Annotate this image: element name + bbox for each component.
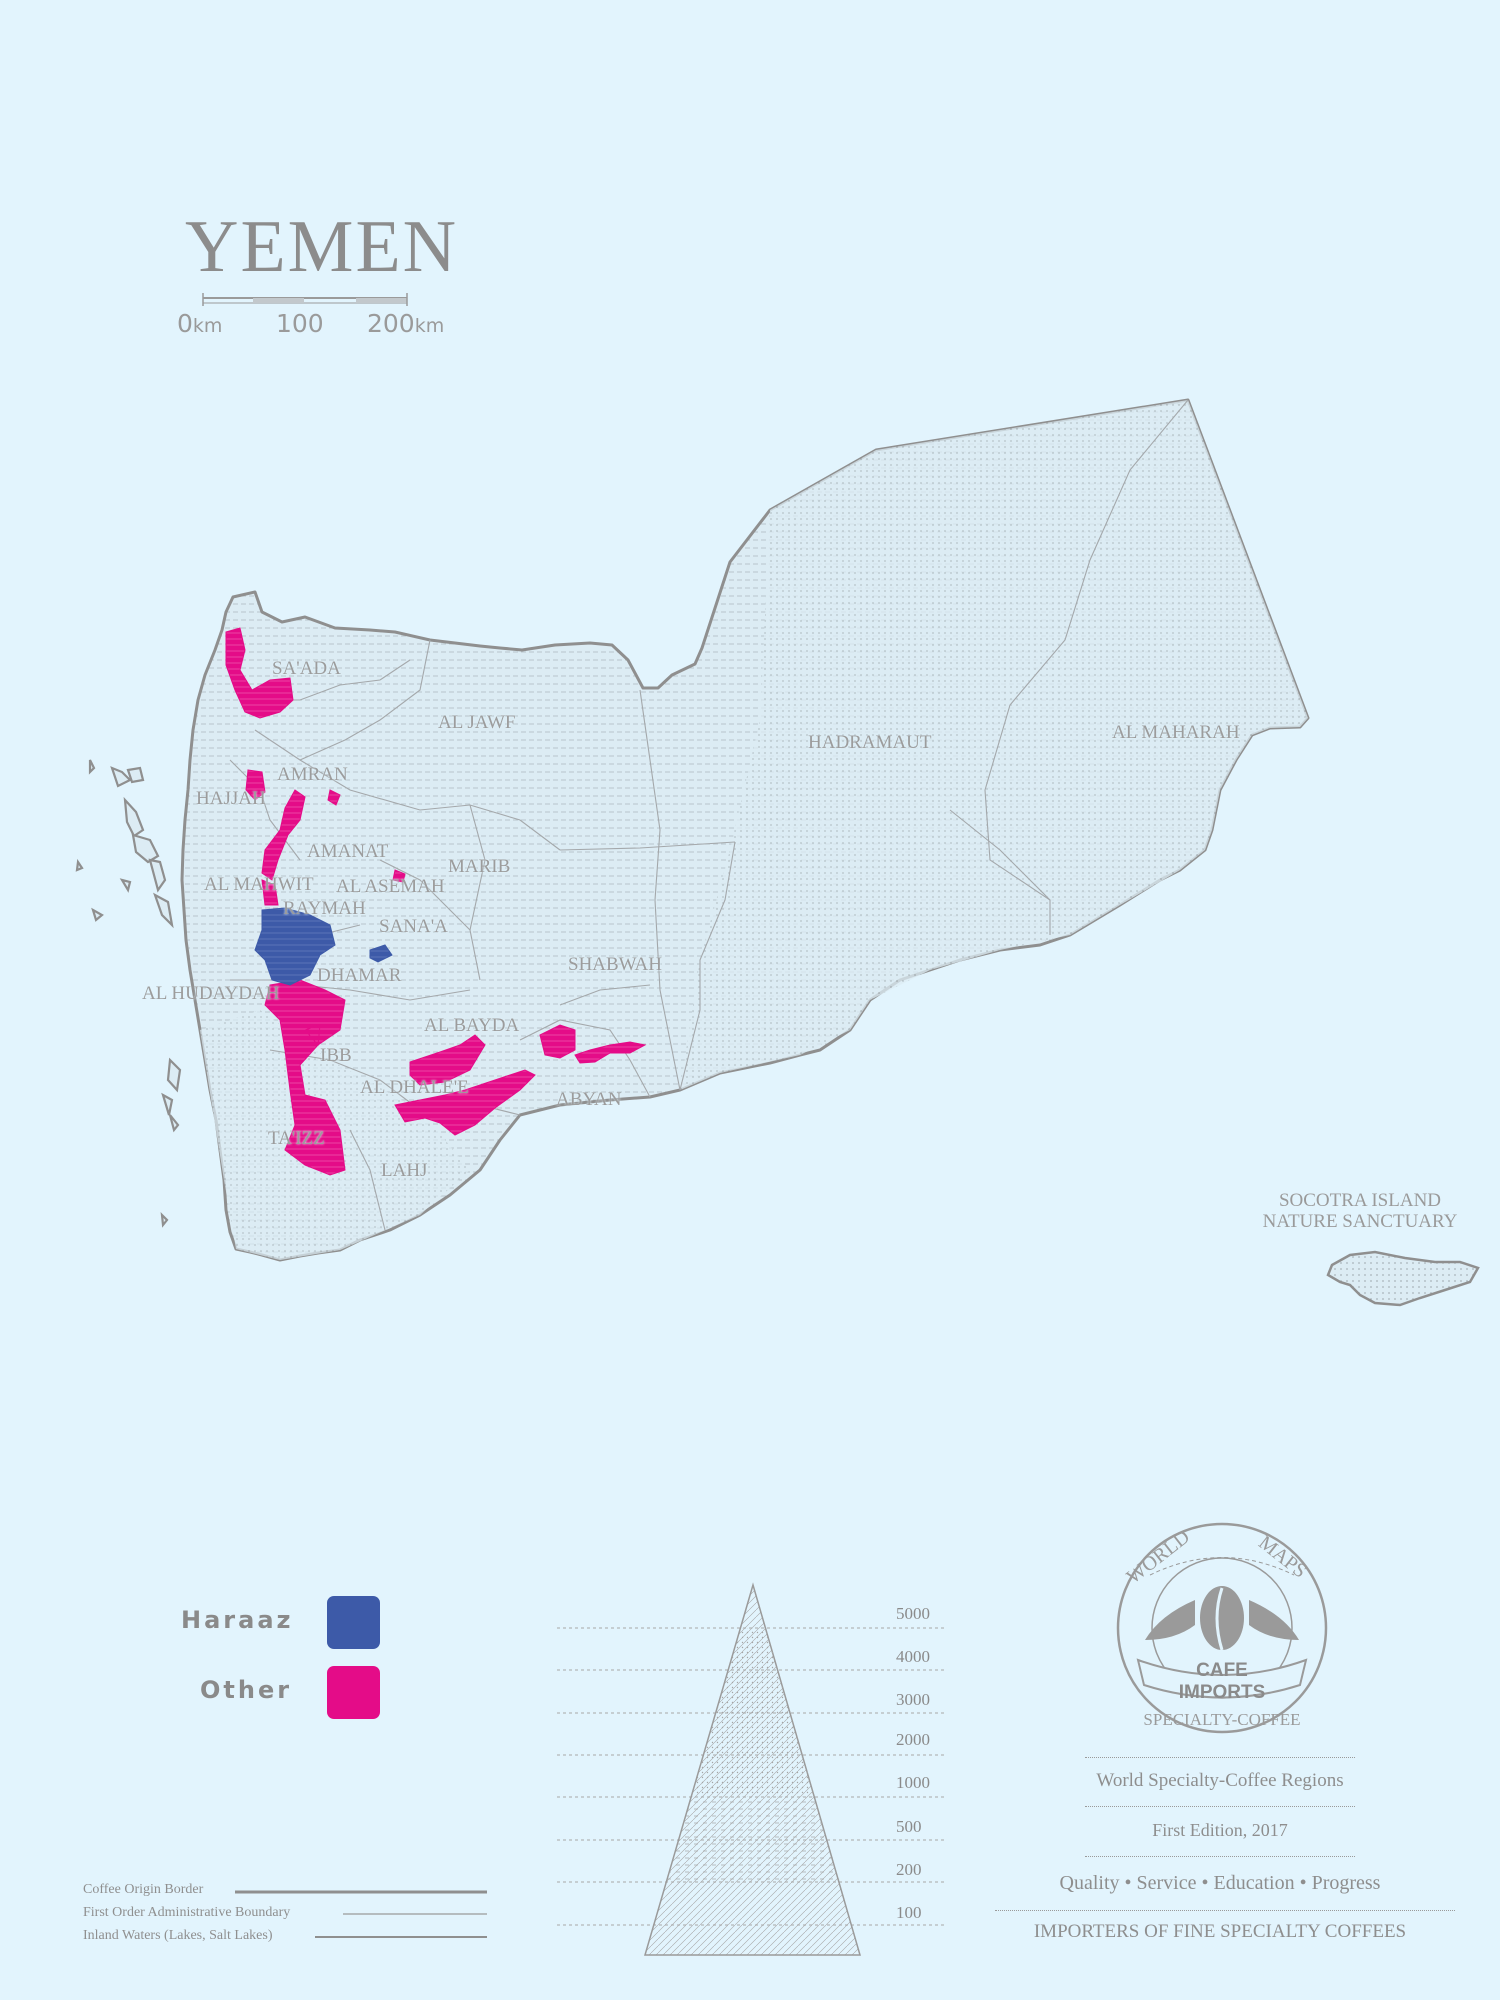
- legend-label-other: Other: [200, 1676, 293, 1704]
- coffee-region-other: [225, 627, 647, 1176]
- region-label-raymah: RAYMAH: [283, 898, 366, 919]
- separator: [1085, 1806, 1355, 1807]
- elevation-label-5000: 5000: [896, 1604, 930, 1623]
- region-label-al-maharah: AL MAHARAH: [1112, 722, 1240, 743]
- socotra-island: [1326, 1250, 1480, 1307]
- region-label-al-hudaydah: AL HUDAYDAH: [142, 983, 280, 1004]
- region-label-ibb: IBB: [320, 1045, 352, 1066]
- region-label-al-asemah: AL ASEMAH: [336, 876, 445, 897]
- legend-inland-waters: Inland Waters (Lakes, Salt Lakes): [83, 1928, 273, 1943]
- region-label-saada: SA'ADA: [272, 658, 341, 679]
- region-label-abyan: ABYAN: [556, 1089, 622, 1110]
- elevation-label-4000: 4000: [896, 1647, 930, 1666]
- separator: [1085, 1757, 1355, 1758]
- region-label-al-mahwit: AL MAHWIT: [204, 874, 314, 895]
- red-sea-islands: [75, 759, 182, 1228]
- footer-importers: IMPORTERS OF FINE SPECIALTY COFFEES: [1033, 1921, 1407, 1942]
- region-label-dhamar: DHAMAR: [317, 965, 402, 986]
- region-label-hadramaut: HADRAMAUT: [808, 732, 932, 753]
- map-title: YEMEN: [185, 206, 459, 288]
- footer-regions: World Specialty-Coffee Regions: [1096, 1770, 1344, 1791]
- separator: [1085, 1856, 1355, 1857]
- region-label-amanat: AMANAT: [307, 841, 389, 862]
- region-label-al-jawf: AL JAWF: [438, 712, 516, 733]
- elevation-label-2000: 2000: [896, 1730, 930, 1749]
- region-label-shabwah: SHABWAH: [568, 954, 662, 975]
- region-label-marib: MARIB: [448, 856, 511, 877]
- cafe-imports-logo: [1116, 1522, 1328, 1734]
- coffee-region-haraaz: [254, 907, 393, 986]
- logo-banner: CAFE IMPORTS: [1178, 1660, 1266, 1703]
- logo-text-specialty: SPECIALTY-COFFEE: [1143, 1710, 1301, 1729]
- footer-edition: First Edition, 2017: [1152, 1820, 1288, 1840]
- region-label-al-bayda: AL BAYDA: [424, 1015, 520, 1036]
- elevation-label-1000: 1000: [896, 1773, 930, 1792]
- separator: [995, 1910, 1455, 1911]
- region-label-lahj: LAHJ: [381, 1160, 428, 1181]
- legend-coffee-origin-border: Coffee Origin Border: [83, 1882, 204, 1897]
- legend-swatch-other: [327, 1666, 380, 1719]
- eastern-texture: [680, 400, 1308, 1090]
- region-label-hajjah: HAJJAH: [196, 788, 266, 809]
- region-label-amran: AMRAN: [277, 764, 348, 785]
- legend-label-haraaz: Haraaz: [181, 1606, 294, 1634]
- scale-end: 200km: [367, 309, 445, 338]
- legend-swatch-haraaz: [327, 1596, 380, 1649]
- legend-admin-boundary: First Order Administrative Boundary: [83, 1905, 291, 1920]
- socotra-label: SOCOTRA ISLAND NATURE SANCTUARY: [1262, 1190, 1458, 1232]
- scale-bar: [202, 293, 408, 306]
- elevation-label-3000: 3000: [896, 1690, 930, 1709]
- region-label-al-dhalee: AL DHALE'E: [360, 1077, 469, 1098]
- elevation-label-100: 100: [896, 1903, 922, 1922]
- line-legend-samples: [235, 1890, 487, 1938]
- footer-motto: Quality • Service • Education • Progress: [1059, 1872, 1381, 1894]
- elevation-label-200: 200: [896, 1860, 922, 1879]
- scale-mid: 100: [276, 309, 324, 338]
- scale-start: 0km: [177, 309, 223, 338]
- elevation-label-500: 500: [896, 1817, 922, 1836]
- elevation-pyramid: [557, 1582, 945, 1956]
- region-label-sanaa: SANA'A: [379, 916, 448, 937]
- region-label-taizz: TA'IZZ: [268, 1128, 325, 1149]
